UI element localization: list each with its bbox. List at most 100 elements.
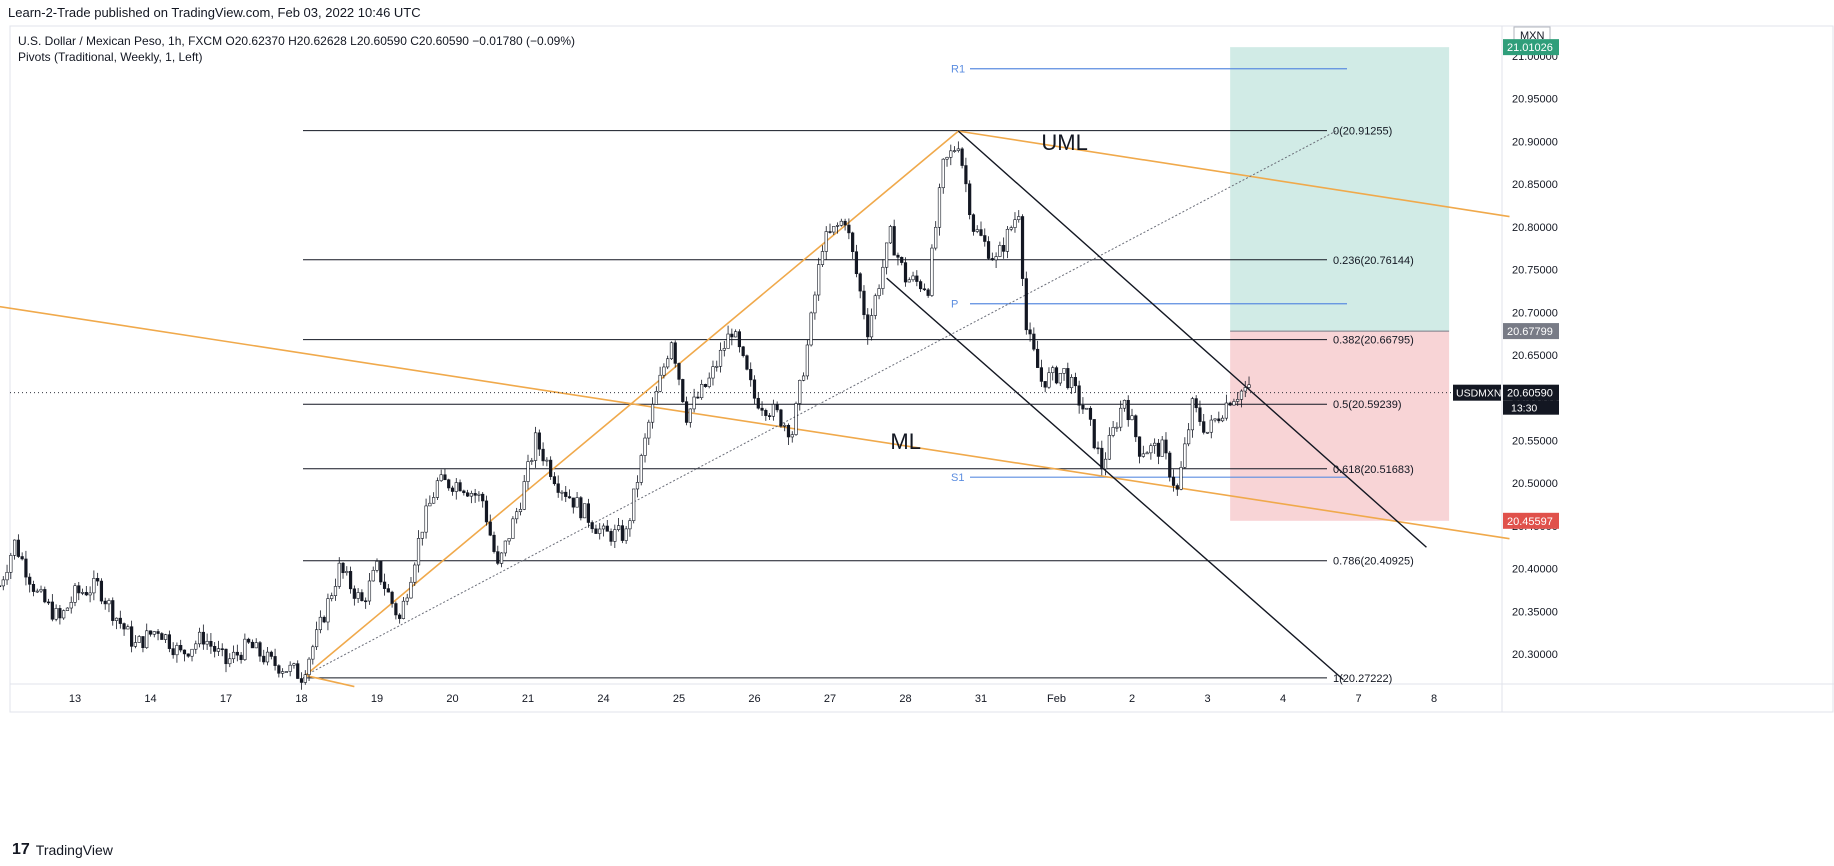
candle-body [998,245,1002,257]
candle-body [28,576,32,585]
candle-body [715,365,719,368]
candle-body [1096,447,1100,450]
candle-body [575,497,579,508]
candle-body [296,663,300,679]
candle [1175,483,1179,496]
candle-body [239,654,243,660]
candle [224,648,228,673]
x-tick-label: 17 [220,693,232,705]
candle-body [1103,458,1108,470]
candle [398,613,402,624]
candle-body [949,150,953,158]
candle-body [1187,429,1191,445]
candle-body [92,578,96,594]
candle [160,632,164,640]
candle-body [775,404,779,411]
candle-body [1168,452,1172,478]
candle-body [700,384,704,399]
candle [31,580,36,597]
candle [533,426,538,468]
candle [635,475,640,498]
candle [854,244,859,278]
candle-body [926,289,930,296]
candle-body [692,396,696,410]
candle-body [613,529,617,542]
candle [1194,395,1198,413]
candle [450,485,455,496]
candle [549,456,553,480]
candle-body [1009,227,1013,230]
candle [439,469,443,482]
publish-header: Learn-2-Trade published on TradingView.c… [0,0,1834,26]
candle-body [979,229,983,236]
price-chart[interactable]: 0(20.91255) 0.236(20.76144) 0.382(20.66795… [0,0,1834,834]
pitchfork-line [958,130,1510,218]
candle-body [0,585,2,588]
candle [847,218,851,240]
candle-body [952,150,957,152]
candle-body [620,525,624,541]
candle-body [1141,453,1145,457]
candle-body [779,409,783,427]
brand-name[interactable]: TradingView [35,842,113,858]
candle-body [1243,387,1247,392]
candle [571,497,575,514]
candle-body [262,655,266,663]
candle-body [424,505,428,533]
candle [284,671,289,673]
candle-body [1247,384,1251,388]
candle [386,583,390,593]
candle-body [971,214,976,232]
candle-body [224,648,228,665]
candle [235,644,239,662]
candle-body [1134,415,1138,438]
chart-labels-layer: 0(20.91255) 0.236(20.76144) 0.382(20.66795… [890,64,1413,685]
candle [877,284,881,300]
candle [613,524,617,548]
candle-body [179,645,183,651]
candle [447,478,451,491]
candle [1103,452,1108,476]
candle-body [801,375,806,381]
candle [903,257,908,287]
candle [1145,451,1149,455]
candle-body [790,434,794,438]
x-tick-label: 2 [1129,693,1135,705]
candle [711,360,715,386]
candle-body [133,642,138,647]
y-tick-label: 20.40000 [1512,564,1558,576]
y-tick-label: 20.55000 [1512,435,1558,447]
candle [1228,401,1232,407]
candle [367,573,372,605]
price-tag [1503,39,1559,56]
candle-body [983,235,987,242]
candle-body [1202,421,1206,433]
candle-body [356,592,360,599]
candle [1153,438,1157,454]
candle-body [666,358,670,368]
x-tick-label: 24 [597,693,609,705]
candle [1239,389,1244,408]
candle-body [492,534,496,552]
candle [1039,359,1043,388]
tradingview-logo-icon[interactable]: 17 [12,841,30,858]
candle [175,642,179,663]
candle [1213,418,1217,423]
candle [1179,461,1183,491]
candle-body [515,511,519,520]
candle-body [73,585,77,603]
candle [1054,365,1059,385]
candle [1217,411,1221,424]
candle-body [379,561,383,583]
candle [84,586,88,597]
candle [1020,214,1025,286]
candle-body [937,187,942,228]
candle-body [326,598,330,623]
candle [775,401,779,413]
candle-body [194,643,198,650]
candle-body [918,281,923,290]
fib-level-label: 0.236(20.76144) [1333,255,1414,267]
candle-body [65,607,70,611]
candle-body [277,665,281,674]
candle [465,489,470,498]
